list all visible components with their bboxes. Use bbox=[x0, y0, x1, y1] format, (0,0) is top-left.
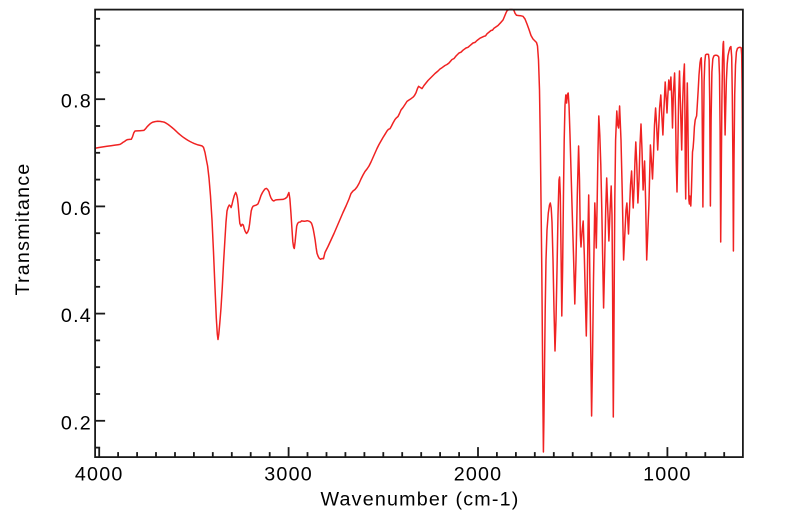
svg-text:4000: 4000 bbox=[75, 464, 124, 486]
svg-text:0.6: 0.6 bbox=[61, 198, 92, 220]
svg-text:2000: 2000 bbox=[454, 464, 503, 486]
svg-text:3000: 3000 bbox=[264, 464, 313, 486]
svg-text:1000: 1000 bbox=[643, 464, 692, 486]
svg-text:Wavenumber (cm-1): Wavenumber (cm-1) bbox=[320, 489, 519, 511]
svg-text:0.4: 0.4 bbox=[61, 305, 92, 327]
svg-text:0.8: 0.8 bbox=[61, 91, 92, 113]
svg-text:0.2: 0.2 bbox=[61, 412, 92, 434]
svg-text:Transmitance: Transmitance bbox=[12, 163, 34, 296]
